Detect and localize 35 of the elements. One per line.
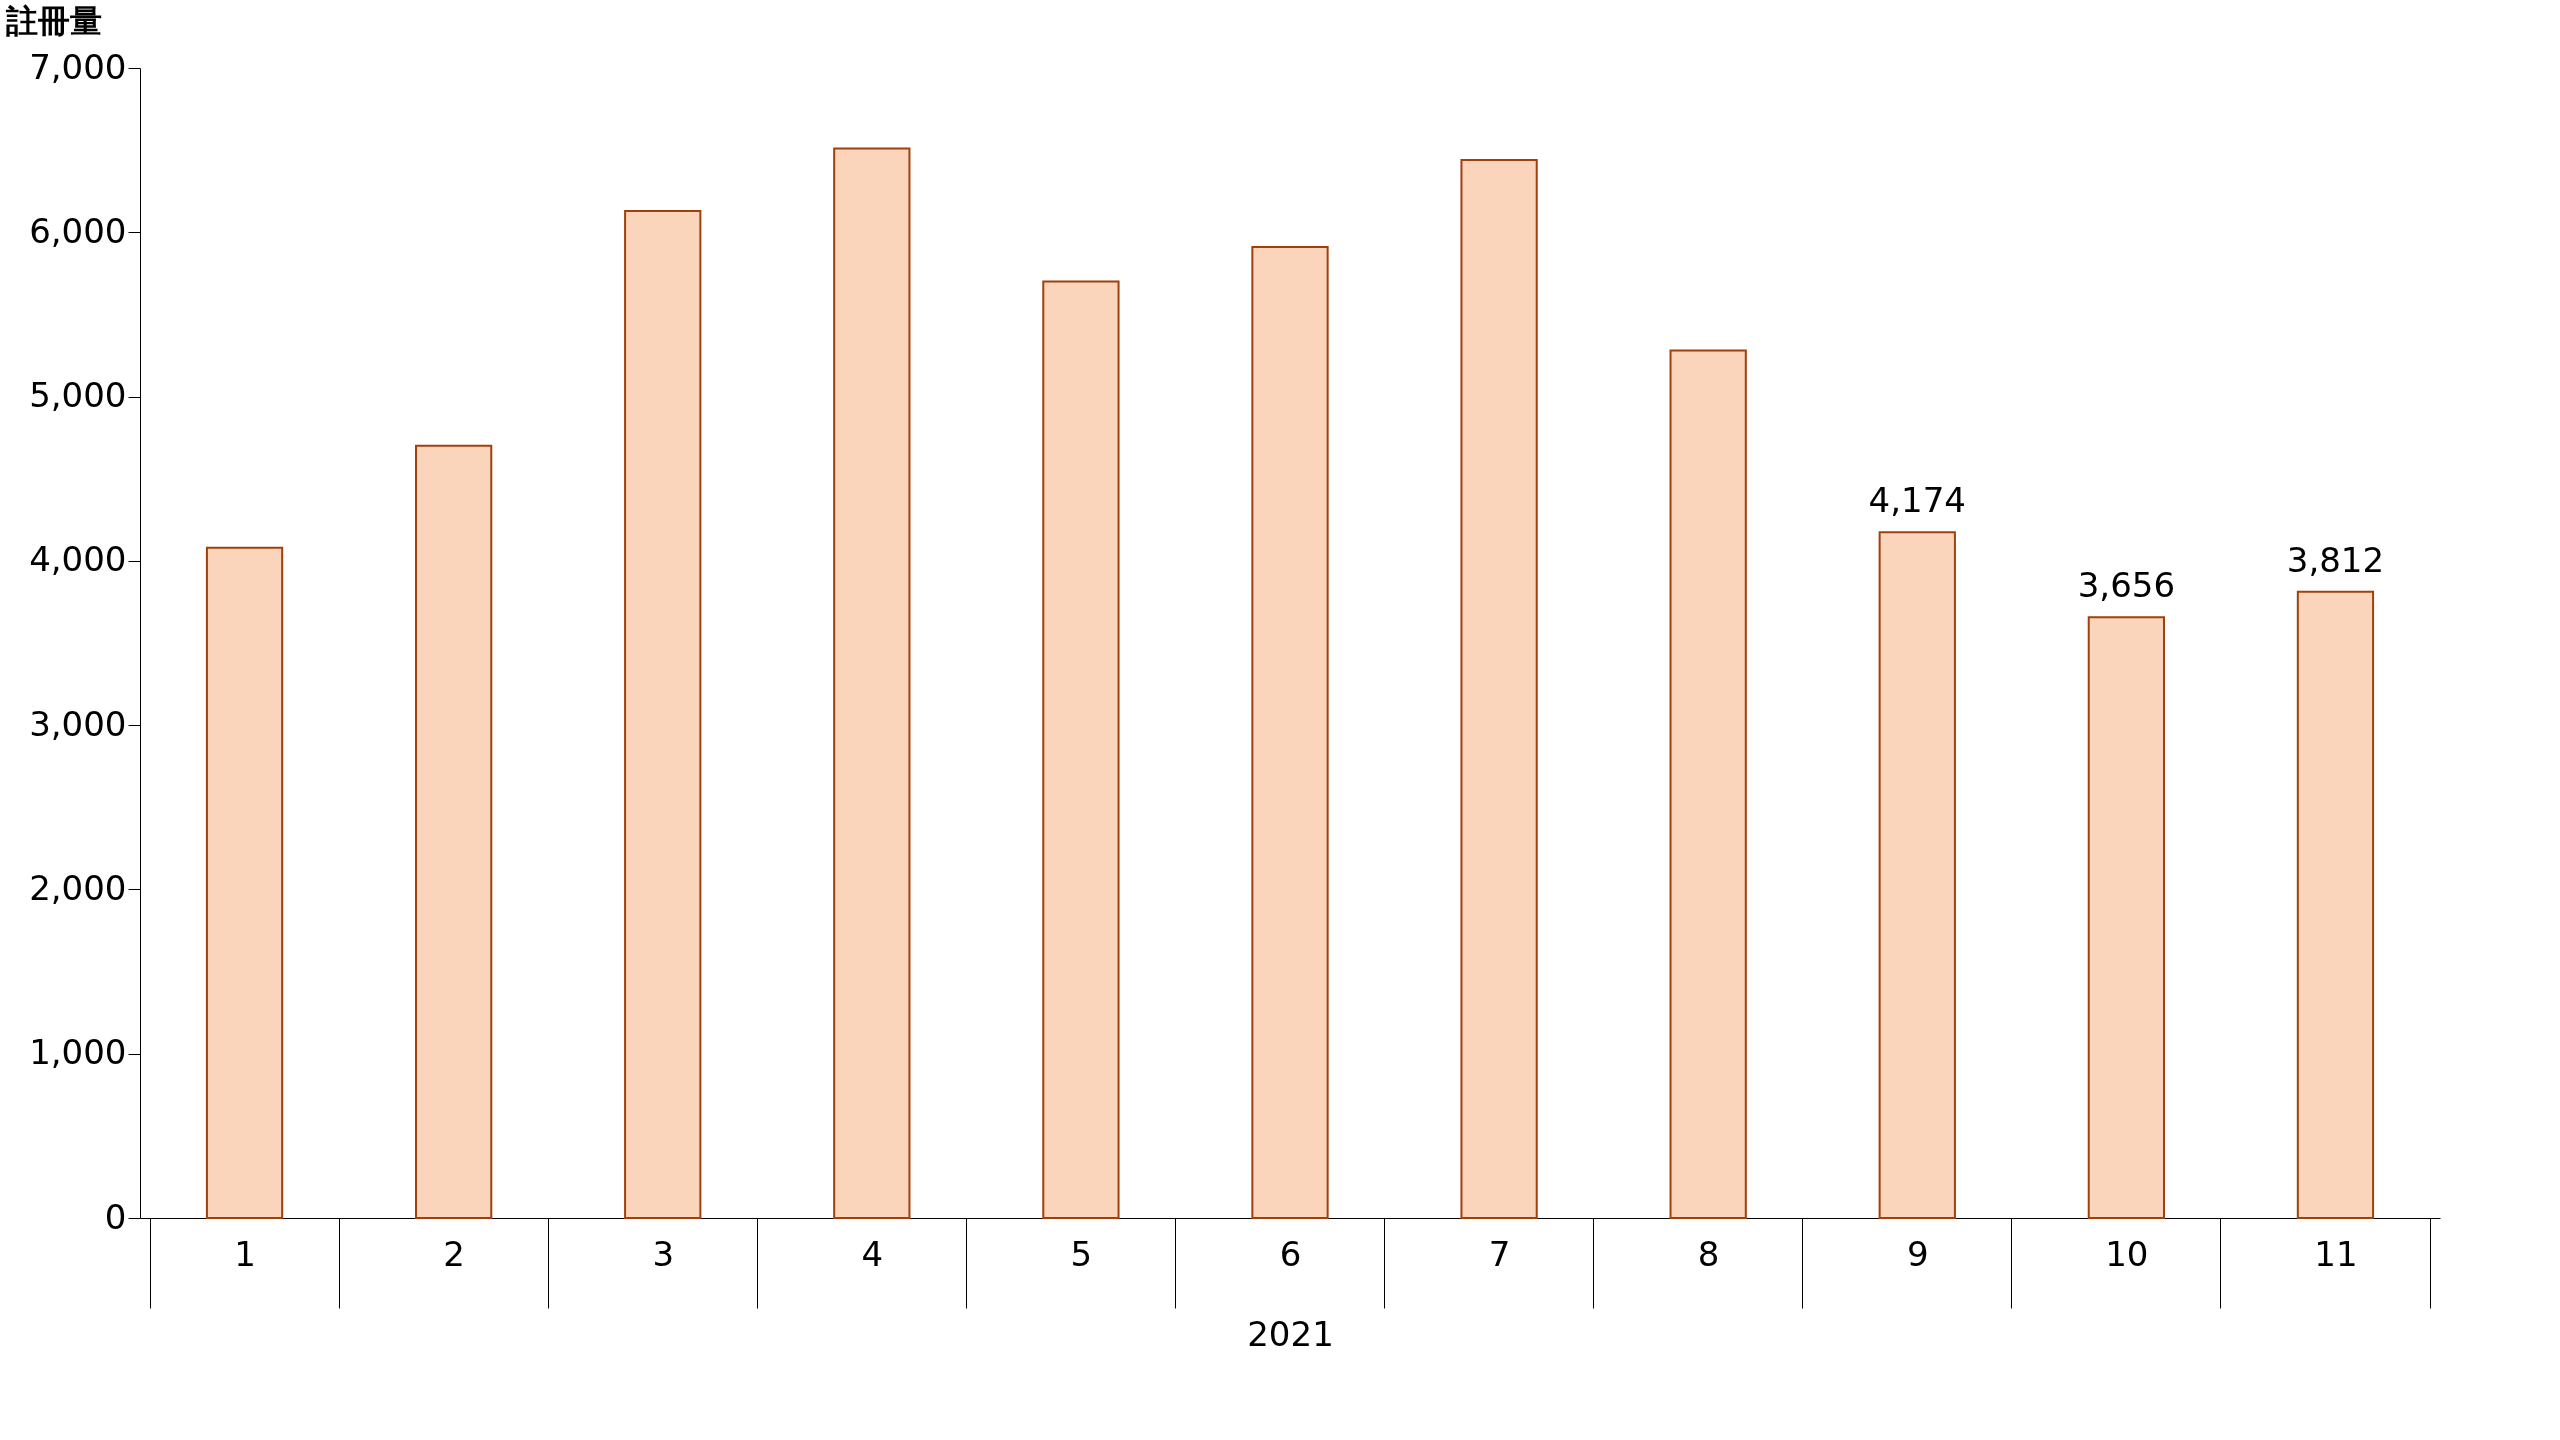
y-tick-label: 4,000 <box>29 539 127 580</box>
y-tick-label: 5,000 <box>29 375 127 416</box>
bar <box>1878 531 1956 1219</box>
y-tick-label: 3,000 <box>29 703 127 744</box>
x-tick-label: 10 <box>2105 1233 2149 1274</box>
bar <box>2296 590 2375 1219</box>
data-label: 3,656 <box>2077 565 2176 606</box>
y-tick-label: 6,000 <box>29 210 127 251</box>
x-tick-label: 6 <box>1279 1233 1302 1274</box>
bar <box>1460 159 1538 1219</box>
x-tick-label: 2 <box>443 1233 465 1274</box>
bar <box>833 147 911 1219</box>
y-tick-label: 1,000 <box>29 1032 127 1073</box>
x-tick-label: 8 <box>1697 1233 1720 1274</box>
x-tick-label: 4 <box>861 1233 884 1274</box>
y-tick-label: 0 <box>104 1196 127 1237</box>
bar <box>1669 349 1747 1219</box>
y-tick-label: 2,000 <box>29 867 127 908</box>
x-tick-label: 5 <box>1070 1233 1093 1274</box>
y-tick-label: 7,000 <box>29 46 127 87</box>
bar <box>2087 616 2165 1219</box>
x-tick-label: 7 <box>1488 1233 1511 1274</box>
bar <box>415 444 493 1219</box>
y-axis-title: 註冊量 <box>4 1 102 40</box>
bar <box>1042 280 1120 1219</box>
bar <box>1251 246 1329 1219</box>
data-label: 4,174 <box>1868 480 1966 521</box>
bar <box>205 546 284 1219</box>
x-tick-label: 1 <box>234 1233 256 1274</box>
x-tick-label: 3 <box>652 1233 675 1274</box>
x-axis-title: 2021 <box>1247 1314 1334 1354</box>
x-tick-label: 11 <box>2314 1233 2358 1274</box>
data-label: 3,812 <box>2286 539 2385 580</box>
bar <box>624 209 702 1219</box>
x-tick-label: 9 <box>1906 1233 1929 1274</box>
